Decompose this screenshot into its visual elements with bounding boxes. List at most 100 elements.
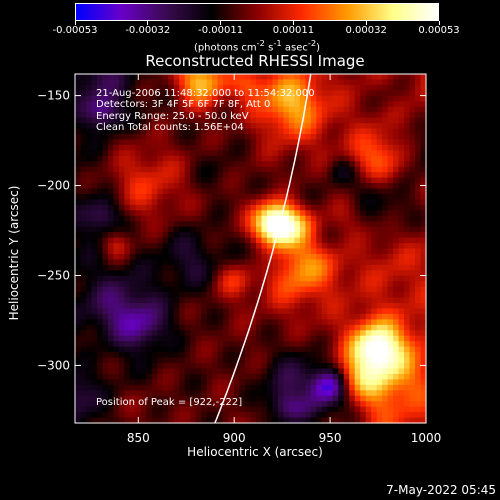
heatmap-cell: [146, 253, 153, 260]
heatmap-cell: [250, 199, 257, 206]
heatmap-cell: [85, 373, 93, 380]
heatmap-cell: [151, 357, 158, 364]
heatmap-cell: [250, 373, 257, 380]
heatmap-cell: [151, 275, 158, 282]
heatmap-cell: [365, 161, 372, 168]
heatmap-cell: [228, 155, 235, 162]
heatmap-cell: [272, 226, 279, 233]
heatmap-cell: [354, 319, 361, 326]
heatmap-cell: [349, 243, 356, 250]
heatmap-cell: [102, 406, 109, 413]
heatmap-cell: [272, 177, 279, 184]
heatmap-cell: [371, 390, 378, 397]
heatmap-cell: [266, 395, 274, 402]
heatmap-cell: [118, 368, 125, 375]
heatmap-cell: [310, 373, 317, 380]
heatmap-cell: [305, 248, 312, 255]
heatmap-cell: [206, 330, 213, 337]
heatmap-cell: [228, 112, 235, 119]
heatmap-cell: [360, 259, 367, 266]
heatmap-cell: [415, 172, 422, 179]
heatmap-cell: [250, 123, 257, 130]
heatmap-cell: [107, 193, 114, 201]
heatmap-cell: [217, 172, 224, 179]
heatmap-cell: [75, 308, 82, 315]
heatmap-cell: [223, 281, 230, 288]
heatmap-cell: [327, 275, 334, 282]
heatmap-cell: [288, 150, 295, 157]
heatmap-cell: [217, 199, 224, 206]
heatmap-cell: [415, 395, 422, 402]
heatmap-cell: [151, 193, 158, 201]
heatmap-cell: [255, 346, 263, 353]
heatmap-cell: [190, 292, 197, 299]
heatmap-cell: [321, 395, 328, 402]
heatmap-cell: [223, 313, 230, 320]
heatmap-cell: [332, 237, 339, 244]
heatmap-cell: [179, 188, 186, 195]
heatmap-cell: [107, 215, 114, 222]
heatmap-cell: [223, 412, 230, 419]
heatmap-cell: [140, 341, 147, 348]
heatmap-cell: [420, 384, 427, 391]
heatmap-cell: [288, 308, 295, 315]
heatmap-cell: [140, 286, 147, 293]
heatmap-cell: [409, 123, 416, 130]
heatmap-cell: [80, 308, 87, 315]
heatmap-cell: [343, 373, 350, 380]
heatmap-cell: [157, 215, 164, 222]
heatmap-cell: [409, 275, 416, 282]
heatmap-cell: [360, 199, 367, 206]
heatmap-cell: [146, 313, 153, 320]
heatmap-cell: [140, 123, 147, 130]
heatmap-cell: [387, 319, 394, 326]
heatmap-cell: [146, 188, 153, 195]
heatmap-cell: [261, 346, 268, 353]
heatmap-cell: [338, 253, 345, 260]
heatmap-cell: [409, 286, 416, 293]
heatmap-cell: [255, 330, 263, 337]
heatmap-cell: [206, 226, 213, 233]
heatmap-cell: [277, 335, 284, 342]
heatmap-cell: [382, 90, 389, 97]
heatmap-cell: [376, 106, 383, 113]
heatmap-cell: [250, 303, 257, 310]
heatmap-cell: [212, 150, 219, 157]
heatmap-cell: [360, 204, 367, 211]
heatmap-cell: [371, 417, 378, 424]
heatmap-cell: [404, 412, 411, 419]
heatmap-cell: [272, 232, 279, 239]
heatmap-cell: [80, 335, 87, 342]
heatmap-cell: [146, 84, 153, 91]
heatmap-cell: [365, 248, 372, 255]
heatmap-cell: [360, 95, 367, 102]
heatmap-cell: [266, 341, 274, 348]
heatmap-cell: [382, 139, 389, 146]
heatmap-cell: [162, 412, 169, 419]
heatmap-cell: [371, 199, 378, 206]
heatmap-cell: [85, 237, 93, 244]
heatmap-cell: [354, 243, 361, 250]
heatmap-cell: [113, 133, 120, 141]
heatmap-cell: [255, 84, 263, 91]
heatmap-cell: [255, 123, 263, 130]
heatmap-cell: [420, 368, 427, 375]
heatmap-cell: [217, 275, 224, 282]
heatmap-cell: [343, 248, 350, 255]
heatmap-cell: [371, 264, 378, 271]
heatmap-cell: [239, 412, 246, 419]
heatmap-cell: [316, 259, 323, 266]
heatmap-cell: [212, 226, 219, 233]
heatmap-cell: [343, 363, 350, 370]
heatmap-cell: [75, 406, 82, 413]
heatmap-cell: [96, 188, 104, 195]
heatmap-cell: [168, 259, 175, 266]
heatmap-cell: [75, 297, 82, 304]
heatmap-cell: [316, 335, 323, 342]
heatmap-cell: [277, 226, 284, 233]
heatmap-cell: [294, 84, 301, 91]
heatmap-cell: [266, 292, 274, 299]
heatmap-cell: [376, 384, 383, 391]
heatmap-cell: [404, 237, 411, 244]
heatmap-cell: [234, 79, 241, 86]
